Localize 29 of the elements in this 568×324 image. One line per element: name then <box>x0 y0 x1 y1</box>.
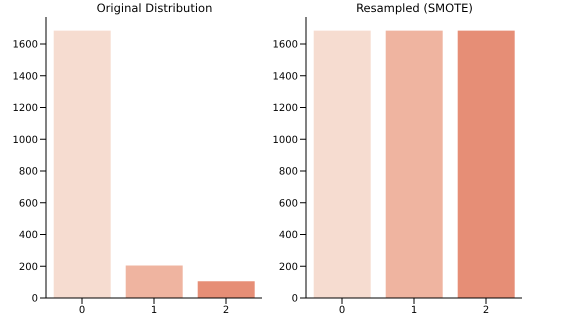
x-tick-label: 1 <box>150 305 158 316</box>
y-tick-label: 1200 <box>12 103 38 114</box>
chart-title: Original Distribution <box>96 1 214 15</box>
y-tick-label: 200 <box>278 262 298 273</box>
x-tick-label: 0 <box>78 305 86 316</box>
y-tick-label: 1400 <box>272 71 298 82</box>
bar <box>52 30 112 298</box>
y-tick-label: 1600 <box>12 40 38 51</box>
y-tick-label: 400 <box>18 230 38 242</box>
y-tick-label: 1000 <box>272 134 298 146</box>
y-tick-label: 200 <box>18 262 38 273</box>
y-tick-label: 1000 <box>12 134 38 146</box>
y-tick-label: 800 <box>278 166 298 178</box>
y-tick-label: 1400 <box>12 71 38 82</box>
bar <box>124 264 184 298</box>
y-tick-label: 0 <box>292 294 298 305</box>
y-tick-label: 1600 <box>272 40 298 51</box>
x-tick-label: 0 <box>338 305 346 316</box>
chart-title: Resampled (SMOTE) <box>355 1 474 15</box>
y-tick-label: 600 <box>18 198 38 210</box>
y-tick-label: 1200 <box>272 103 298 114</box>
x-tick-label: 2 <box>222 305 230 316</box>
bar <box>196 280 256 298</box>
y-tick-label: 800 <box>18 166 38 178</box>
y-tick-label: 400 <box>278 230 298 242</box>
x-tick-label: 2 <box>482 305 490 316</box>
y-tick-label: 600 <box>278 198 298 210</box>
x-tick-label: 1 <box>410 305 418 316</box>
y-tick-label: 0 <box>32 294 38 305</box>
